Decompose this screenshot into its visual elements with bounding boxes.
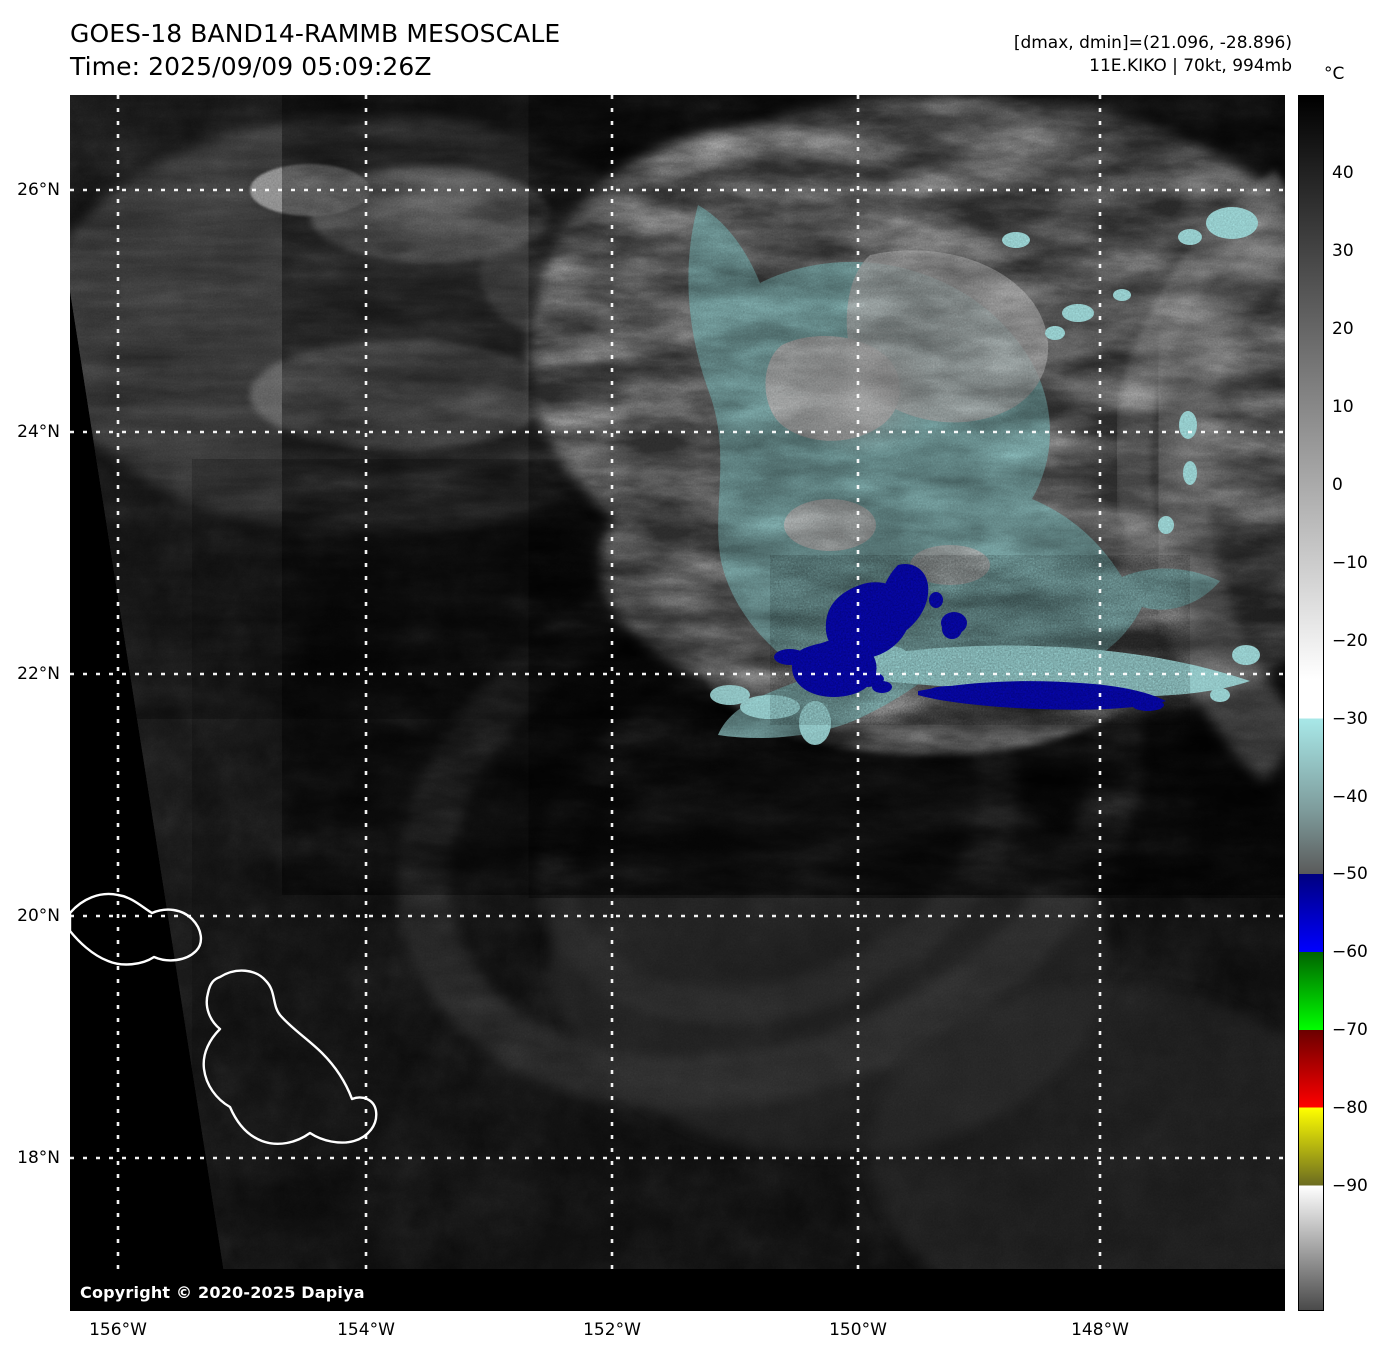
colorbar-tick-neg40: −40 [1332,786,1368,807]
title-block: GOES-18 BAND14-RAMMB MESOSCALE Time: 202… [70,18,560,83]
colorbar-tick-neg80: −80 [1332,1098,1368,1119]
colorbar-tick-neg20: −20 [1332,630,1368,651]
colorbar-tick-0: 0 [1332,474,1343,495]
colorbar-tick-neg60: −60 [1332,942,1368,963]
lat-label-24n: 24°N [17,422,60,442]
colorbar-tick-30: 30 [1332,240,1354,261]
satellite-image-plot[interactable] [70,95,1285,1311]
colorbar-tick-neg30: −30 [1332,708,1368,729]
coastline-maui [70,892,203,966]
colorbar-tick-20: 20 [1332,318,1354,339]
lon-label-156w: 156°W [89,1320,147,1340]
metadata-block: [dmax, dmin]=(21.096, -28.896) 11E.KIKO … [1014,32,1292,78]
lon-label-154w: 154°W [337,1320,395,1340]
page-title: GOES-18 BAND14-RAMMB MESOSCALE [70,19,561,48]
storm-readout: 11E.KIKO | 70kt, 994mb [1089,55,1292,76]
colorbar-tick-neg50: −50 [1332,864,1368,885]
dminmax-readout: [dmax, dmin]=(21.096, -28.896) [1013,33,1292,53]
coastline-hawaii-big-island [202,969,378,1145]
colorbar-tick-neg10: −10 [1332,552,1368,573]
coastline-overlay [70,892,378,1145]
colorbar-tick-neg70: −70 [1332,1020,1368,1041]
copyright-text: Copyright © 2020-2025 Dapiya [80,1283,365,1302]
lat-label-18n: 18°N [17,1148,60,1168]
colorbar-tick-neg90: −90 [1332,1176,1368,1197]
lat-label-22n: 22°N [17,664,60,684]
colorbar-unit-label: °C [1324,64,1345,84]
sensor-grain [70,95,1285,1311]
lon-label-152w: 152°W [583,1320,641,1340]
lat-label-20n: 20°N [17,906,60,926]
copyright-banner-background [70,1269,1285,1311]
lat-label-26n: 26°N [17,180,60,200]
colorbar-tick-10: 10 [1332,396,1354,417]
lon-label-148w: 148°W [1071,1320,1129,1340]
lon-label-150w: 150°W [829,1320,887,1340]
timestamp: Time: 2025/09/09 05:09:26Z [70,51,432,81]
colorbar-tick-40: 40 [1332,162,1354,183]
colorbar[interactable] [1298,95,1324,1311]
satellite-swath [70,95,1285,1311]
